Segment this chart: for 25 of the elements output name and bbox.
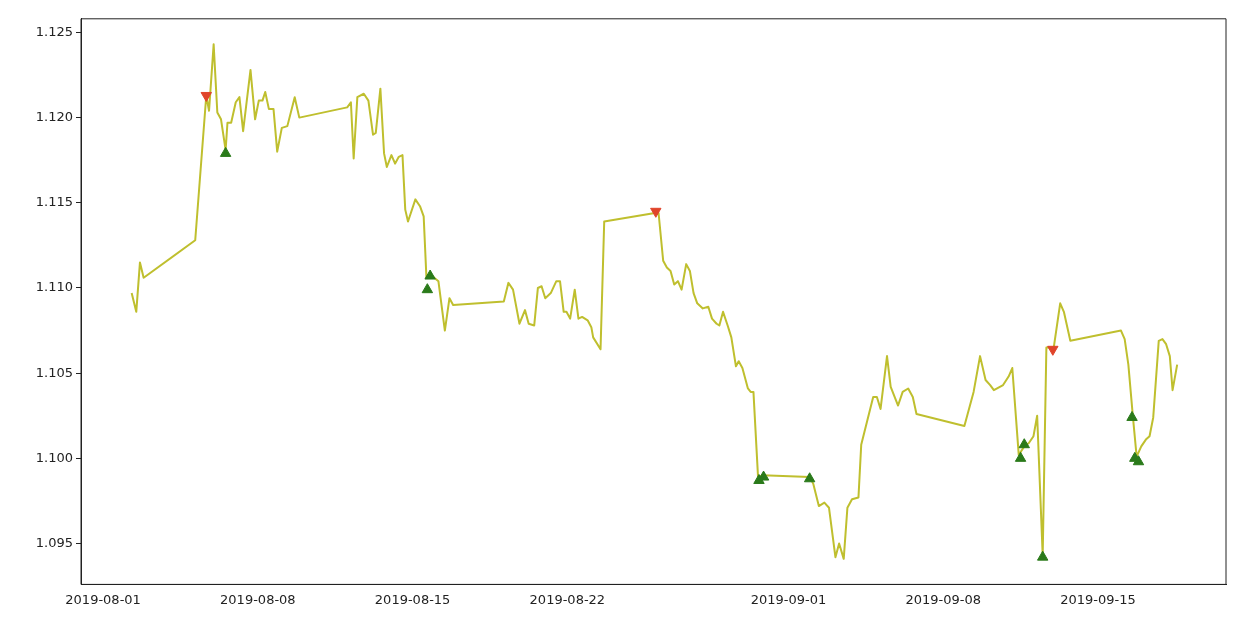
y-tick-label: 1.105 xyxy=(35,364,73,380)
point xyxy=(424,269,436,280)
x-tick-label: 2019-09-15 xyxy=(1060,591,1136,607)
x-tick-label: 2019-08-01 xyxy=(65,591,141,607)
y-tick-label: 1.095 xyxy=(35,534,73,550)
point xyxy=(803,472,816,483)
point xyxy=(1036,550,1049,561)
point xyxy=(421,283,434,294)
point xyxy=(1126,410,1138,421)
y-tick-label: 1.120 xyxy=(35,108,73,124)
point xyxy=(1014,451,1027,462)
y-tick-label: 1.125 xyxy=(35,23,73,39)
y-tick-label: 1.100 xyxy=(35,449,73,465)
x-tick-label: 2019-08-15 xyxy=(374,591,451,607)
point xyxy=(1018,438,1030,449)
point xyxy=(200,91,212,102)
x-tick-label: 2019-08-08 xyxy=(220,591,296,607)
y-tick-label: 1.110 xyxy=(35,279,73,295)
x-tick-label: 2019-09-01 xyxy=(750,591,827,607)
y-tick-label: 1.115 xyxy=(35,194,73,210)
point xyxy=(1132,455,1145,466)
x-tick-label: 2019-09-08 xyxy=(905,591,981,607)
point xyxy=(650,207,662,218)
x-tick-label: 2019-08-22 xyxy=(529,591,606,607)
point xyxy=(219,146,232,157)
